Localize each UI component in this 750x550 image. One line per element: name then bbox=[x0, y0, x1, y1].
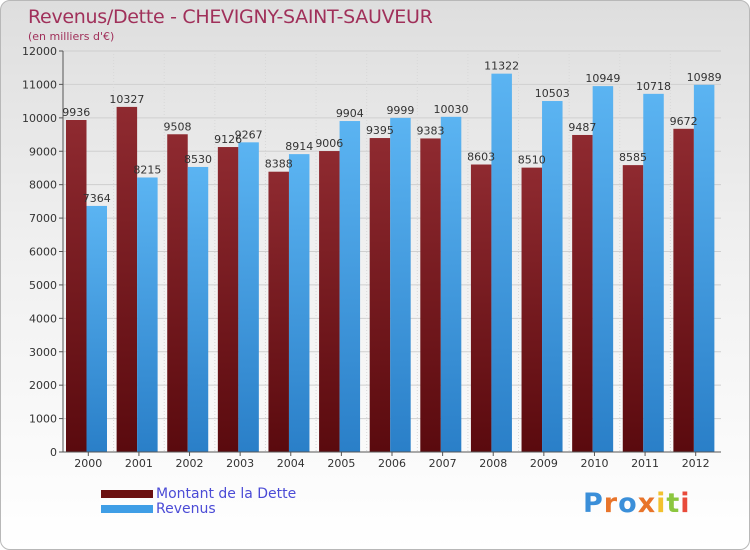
data-label-dette: 9126 bbox=[214, 133, 242, 146]
data-label-revenus: 10718 bbox=[636, 80, 671, 93]
x-tick-label: 2009 bbox=[530, 457, 558, 470]
x-tick-label: 2000 bbox=[74, 457, 102, 470]
y-tick-label: 0 bbox=[50, 446, 57, 459]
bar-dette bbox=[167, 134, 188, 452]
legend-swatch-revenus bbox=[101, 505, 153, 513]
y-tick-label: 1000 bbox=[29, 413, 57, 426]
data-label-dette: 8603 bbox=[467, 151, 495, 164]
data-label-dette: 9395 bbox=[366, 124, 394, 137]
x-tick-label: 2003 bbox=[226, 457, 254, 470]
data-label-revenus: 11322 bbox=[484, 60, 519, 73]
bar-revenus bbox=[491, 73, 512, 453]
legend-swatch-dette bbox=[101, 490, 153, 498]
logo-letter: i bbox=[656, 488, 667, 519]
bar-dette bbox=[116, 106, 138, 453]
x-tick-label: 2007 bbox=[429, 457, 457, 470]
bar-dette bbox=[673, 128, 694, 452]
logo-letter: t bbox=[666, 488, 681, 519]
bar-dette bbox=[66, 119, 87, 453]
bar-revenus bbox=[288, 154, 310, 452]
data-label-dette: 10327 bbox=[109, 93, 144, 106]
bar-dette bbox=[217, 147, 239, 453]
bar-revenus bbox=[86, 205, 107, 452]
x-tick-label: 2002 bbox=[176, 457, 204, 470]
logo-letter: x bbox=[637, 488, 657, 519]
data-label-revenus: 8215 bbox=[133, 163, 161, 176]
bar-revenus bbox=[693, 84, 715, 453]
logo-letter: i bbox=[680, 488, 691, 519]
data-label-revenus: 10030 bbox=[434, 103, 469, 116]
axes: 0 1000 2000 3000 4000 5000 6000 7000 8000 9000 100… bbox=[22, 45, 721, 470]
bar-revenus bbox=[440, 116, 462, 452]
y-tick-label: 3000 bbox=[29, 346, 57, 359]
data-label-dette: 9487 bbox=[568, 121, 596, 134]
y-tick-label: 12000 bbox=[22, 45, 57, 58]
y-tick-label: 7000 bbox=[29, 212, 57, 225]
bar-dette bbox=[369, 138, 391, 452]
y-tick-label: 6000 bbox=[29, 246, 57, 259]
y-tick-label: 10000 bbox=[22, 112, 57, 125]
data-label-dette: 8510 bbox=[518, 154, 546, 167]
chart-title: Revenus/Dette - CHEVIGNY-SAINT-SAUVEUR bbox=[28, 6, 433, 28]
y-tick-label: 5000 bbox=[29, 279, 57, 292]
logo-letter: o bbox=[618, 488, 638, 519]
data-label-dette: 9508 bbox=[163, 120, 191, 133]
bar-dette bbox=[622, 165, 644, 452]
x-tick-label: 2008 bbox=[479, 457, 507, 470]
bar-dette bbox=[521, 167, 543, 453]
chart-subtitle: (en milliers d'€) bbox=[28, 30, 115, 43]
bar-revenus bbox=[542, 101, 563, 452]
data-label-revenus: 10949 bbox=[585, 72, 620, 85]
bar-dette bbox=[420, 138, 441, 452]
y-tick-label: 2000 bbox=[29, 379, 57, 392]
x-tick-label: 2010 bbox=[580, 457, 608, 470]
x-tick-label: 2012 bbox=[682, 457, 710, 470]
bar-dette bbox=[319, 151, 340, 452]
bar-revenus bbox=[592, 86, 614, 453]
data-label-revenus: 9267 bbox=[235, 128, 263, 141]
x-tick-label: 2005 bbox=[327, 457, 355, 470]
proxiti-logo: Proxiti bbox=[583, 488, 691, 519]
data-label-revenus: 9999 bbox=[386, 104, 414, 117]
bars bbox=[66, 73, 715, 453]
bar-revenus bbox=[390, 117, 411, 452]
y-tick-label: 4000 bbox=[29, 312, 57, 325]
y-tick-label: 11000 bbox=[22, 78, 57, 91]
bar-dette bbox=[268, 171, 289, 453]
x-tick-label: 2001 bbox=[125, 457, 153, 470]
x-tick-label: 2006 bbox=[378, 457, 406, 470]
bar-revenus bbox=[339, 121, 361, 453]
data-label-dette: 8585 bbox=[619, 151, 647, 164]
data-label-dette: 9006 bbox=[315, 137, 343, 150]
data-labels: 9936 10327 9508 9126 8388 9006 9395 9383 8603 851… bbox=[62, 60, 721, 205]
data-label-dette: 9383 bbox=[417, 124, 445, 137]
data-label-revenus: 10989 bbox=[687, 71, 722, 84]
x-tick-label: 2004 bbox=[277, 457, 305, 470]
bar-revenus bbox=[643, 93, 664, 453]
data-label-revenus: 9904 bbox=[336, 107, 364, 120]
data-label-dette: 9936 bbox=[62, 106, 90, 119]
data-label-dette: 9672 bbox=[670, 115, 698, 128]
legend-label-revenus: Revenus bbox=[156, 501, 216, 517]
data-label-dette: 8388 bbox=[265, 158, 293, 171]
logo-letter: r bbox=[603, 488, 619, 519]
data-label-revenus: 7364 bbox=[83, 192, 111, 205]
data-label-revenus: 8914 bbox=[285, 140, 313, 153]
bar-revenus bbox=[238, 142, 259, 452]
bar-dette bbox=[572, 134, 593, 453]
bar-revenus bbox=[137, 177, 158, 452]
legend-label-dette: Montant de la Dette bbox=[156, 486, 297, 502]
logo-letter: P bbox=[583, 488, 604, 519]
y-tick-label: 8000 bbox=[29, 179, 57, 192]
y-tick-label: 9000 bbox=[29, 145, 57, 158]
data-label-revenus: 10503 bbox=[535, 87, 570, 100]
data-label-revenus: 8530 bbox=[184, 153, 212, 166]
bar-dette bbox=[470, 164, 492, 452]
x-tick-label: 2011 bbox=[631, 457, 659, 470]
bar-revenus bbox=[187, 166, 209, 453]
